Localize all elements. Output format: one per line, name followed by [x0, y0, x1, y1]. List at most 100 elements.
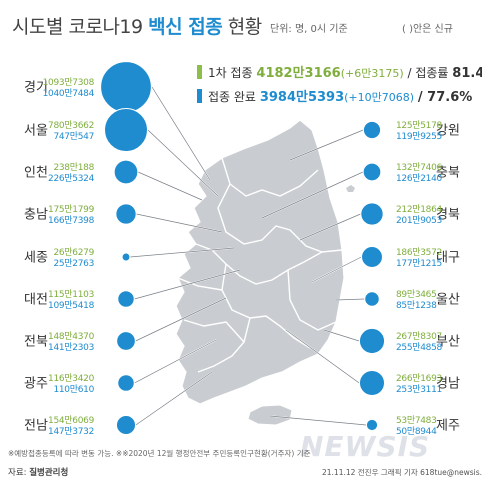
bubble-서울 [104, 108, 148, 152]
first-dose-제주: 53만7483 [396, 415, 437, 426]
title-bold: 백신 접종 [148, 16, 223, 38]
region-name-전북: 전북 [24, 335, 48, 350]
first-dose-강원: 125만5178 [396, 120, 443, 131]
region-name-서울: 서울 [24, 124, 48, 139]
first-dose-대전: 115만1103 [48, 289, 94, 300]
complete-대전: 109만5418 [48, 300, 95, 311]
bubble-광주 [117, 374, 135, 392]
leader-line-inner-서울 [147, 129, 219, 197]
first-dose-인천: 238만188 [53, 162, 94, 173]
bubble-충남 [115, 203, 137, 225]
region-name-전남: 전남 [24, 419, 48, 434]
legend-first-dose: 1차 접종 4182만3166(+6만3175) / 접종률 81.4% [197, 62, 482, 81]
complete-경기: 1040만7484 [43, 88, 95, 99]
unit-note: 단위: 명, 0시 기준 [270, 24, 348, 35]
bubble-인천 [113, 159, 139, 185]
region-name-광주: 광주 [24, 377, 48, 392]
complete-서울: 747만547 [53, 131, 94, 142]
legend-swatch-complete [197, 89, 202, 103]
complete-부산: 255만4858 [396, 342, 443, 353]
region-name-충북: 충북 [436, 166, 460, 181]
region-name-충남: 충남 [24, 208, 48, 223]
leader-line-inner-경북 [299, 213, 361, 241]
map-border-north [217, 157, 343, 253]
complete-충북: 126만2140 [396, 173, 443, 184]
map-jeju [247, 404, 293, 426]
complete-세종: 25만2763 [53, 258, 94, 269]
bubble-전남 [115, 414, 137, 436]
complete-인천: 226만5324 [48, 173, 95, 184]
complete-울산: 85만1238 [396, 300, 437, 311]
leader-line-inner-충남 [136, 213, 223, 233]
region-name-대전: 대전 [24, 293, 48, 308]
leader-line-inner-인천 [137, 171, 203, 201]
paren-note: ( )안은 신규 [402, 24, 453, 35]
first-dose-대구: 186만3572 [396, 247, 442, 258]
region-name-경북: 경북 [436, 208, 460, 223]
complete-광주: 110만610 [53, 384, 94, 395]
region-name-강원: 강원 [436, 124, 460, 139]
legend-swatch-first [197, 65, 202, 79]
first-dose-광주: 116만3420 [48, 373, 95, 384]
complete-제주: 50만8944 [396, 426, 437, 437]
region-name-인천: 인천 [24, 166, 48, 181]
first-dose-충남: 175만1799 [48, 204, 95, 215]
complete-대구: 177만1215 [396, 258, 442, 269]
first-dose-전남: 154만6069 [48, 415, 95, 426]
first-dose-서울: 780만3662 [48, 120, 94, 131]
map-border-south [177, 269, 337, 343]
complete-경북: 201만9053 [396, 215, 442, 226]
leader-line-inner-대구 [311, 256, 362, 283]
first-dose-경북: 212만1864 [396, 204, 443, 215]
leader-line-inner-충북 [261, 171, 364, 219]
region-name-경기: 경기 [24, 81, 48, 96]
leader-line-inner-경기 [151, 86, 211, 181]
legend-complete: 접종 완료 3984만5393(+10만7068) / 77.6% [197, 86, 472, 105]
credit: 21.11.12 전진우 그래픽 기자 618tue@newsis.com [322, 468, 482, 477]
leader-line-inner-울산 [335, 298, 365, 301]
leader-line-inner-경남 [285, 329, 360, 384]
first-dose-경기: 1093만7308 [43, 77, 95, 88]
leader-line-inner-부산 [323, 329, 360, 342]
first-dose-세종: 26만6279 [53, 247, 94, 258]
bubbles [100, 61, 386, 436]
region-name-제주: 제주 [436, 419, 460, 434]
map-ulleung [346, 185, 355, 192]
leader-line-inner-세종 [130, 247, 235, 258]
first-dose-울산: 89만3465 [396, 289, 437, 300]
bubble-충북 [362, 162, 382, 182]
bubble-강원 [362, 120, 382, 140]
bubble-경북 [360, 202, 384, 226]
region-name-부산: 부산 [436, 335, 460, 350]
leader-line-inner-강원 [289, 129, 364, 161]
first-dose-부산: 267만8307 [396, 331, 442, 342]
first-dose-경남: 266만1693 [396, 373, 442, 384]
bubble-울산 [364, 291, 380, 307]
source: 자료: 질병관리청 [8, 468, 69, 478]
first-dose-전북: 148만4370 [48, 331, 95, 342]
leader-line-inner-광주 [134, 339, 217, 384]
leader-lines [129, 86, 367, 426]
bubble-제주 [365, 418, 379, 432]
bubble-경남 [358, 369, 386, 397]
leader-line-inner-대전 [134, 269, 241, 300]
map-border-middle [195, 243, 323, 373]
region-name-대구: 대구 [436, 251, 460, 266]
leader-line-inner-제주 [269, 415, 367, 426]
region-name-울산: 울산 [436, 293, 460, 308]
bubble-전북 [116, 331, 136, 351]
bubble-부산 [358, 327, 386, 355]
complete-충남: 166만7398 [48, 215, 95, 226]
bubble-대전 [117, 290, 135, 308]
region-name-세종: 세종 [24, 251, 48, 266]
watermark-logo: NEWSIS [300, 430, 431, 463]
first-dose-충북: 132만7406 [396, 162, 443, 173]
bubble-대구 [361, 246, 383, 268]
map-mainland [175, 119, 345, 405]
bubble-경기 [100, 61, 152, 113]
complete-전남: 147만3732 [48, 426, 94, 437]
complete-전북: 141만2303 [48, 342, 94, 353]
region-name-경남: 경남 [436, 377, 460, 392]
